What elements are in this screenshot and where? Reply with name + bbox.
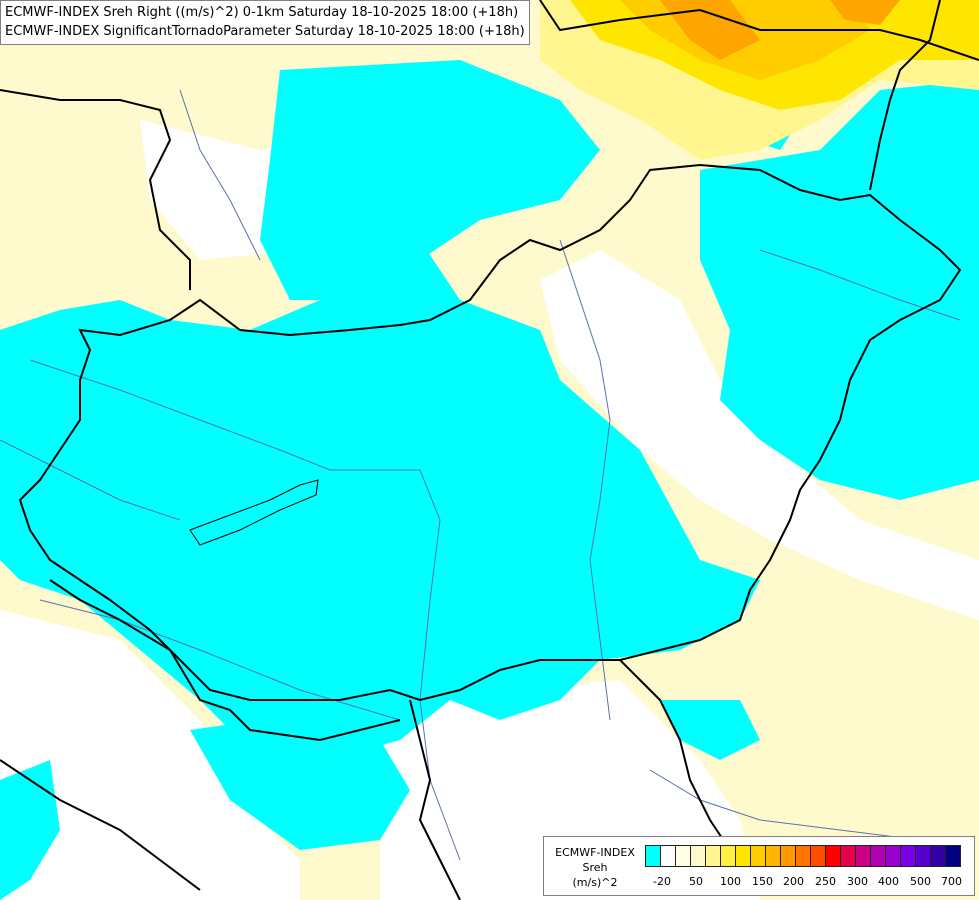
border-north-2	[539, 0, 979, 61]
legend-swatch	[735, 845, 751, 867]
orange-area-north	[660, 0, 760, 60]
river-tisza	[559, 239, 611, 721]
legend-ticks: -20 50 100 150 200 250 300 400 500 700	[645, 875, 975, 891]
legend-tick-label: 50	[689, 875, 703, 888]
legend-tick-label: 400	[878, 875, 899, 888]
legend-unit: (m/s)^2	[572, 876, 618, 889]
map-title-line-2: ECMWF-INDEX SignificantTornadoParameter …	[5, 24, 525, 39]
map-title-line-1: ECMWF-INDEX Sreh Right ((m/s)^2) 0-1km S…	[5, 5, 519, 20]
legend-tick-label: 300	[847, 875, 868, 888]
legend-swatch	[750, 845, 766, 867]
legend-swatch	[900, 845, 916, 867]
legend-tick-label: -20	[653, 875, 671, 888]
border-north	[0, 89, 191, 290]
border-west-south	[0, 759, 201, 891]
cyan-area-southwest	[190, 720, 410, 850]
legend-swatch	[720, 845, 736, 867]
legend-swatch	[885, 845, 901, 867]
legend-swatch	[855, 845, 871, 867]
legend-tick-label: 200	[783, 875, 804, 888]
map-title-box: ECMWF-INDEX Sreh Right ((m/s)^2) 0-1km S…	[0, 0, 530, 45]
border-northeast	[869, 0, 941, 191]
legend-title: ECMWF-INDEX	[555, 846, 635, 859]
legend-swatch	[930, 845, 946, 867]
lake-balaton	[189, 479, 319, 546]
legend-label: ECMWF-INDEX Sreh (m/s)^2	[548, 845, 642, 890]
cyan-area-west-spot	[0, 760, 60, 900]
border-southwest	[49, 579, 401, 742]
river-north	[179, 89, 261, 261]
legend-swatch	[765, 845, 781, 867]
legend-swatch	[810, 845, 826, 867]
legend-color-scale	[645, 845, 961, 867]
legend-swatch	[660, 845, 676, 867]
legend-swatch	[870, 845, 886, 867]
white-area-southwest	[0, 610, 300, 900]
river-west	[0, 439, 181, 521]
legend-swatch	[690, 845, 706, 867]
border-hungary	[18, 163, 962, 702]
border-south	[409, 699, 461, 900]
rivers	[0, 89, 961, 861]
cyan-area-main	[0, 240, 760, 760]
legend-swatch	[795, 845, 811, 867]
legend-swatch	[945, 845, 961, 867]
cyan-area-north	[260, 60, 600, 300]
legend-swatch	[705, 845, 721, 867]
legend-swatch	[675, 845, 691, 867]
legend-param: Sreh	[582, 861, 608, 874]
legend-swatch	[825, 845, 841, 867]
legend-swatch	[645, 845, 661, 867]
legend-tick-label: 500	[910, 875, 931, 888]
legend: ECMWF-INDEX Sreh (m/s)^2 -20 50 100 150 200 2…	[543, 836, 975, 896]
legend-swatch	[840, 845, 856, 867]
river-danube	[29, 359, 461, 861]
legend-tick-label: 150	[752, 875, 773, 888]
legend-swatch	[915, 845, 931, 867]
river-east	[759, 249, 961, 321]
river-southeast	[649, 769, 921, 841]
cyan-area-southeast-spot	[660, 700, 760, 760]
orange-area-north-right	[830, 0, 900, 25]
legend-tick-label: 100	[720, 875, 741, 888]
legend-swatch	[780, 845, 796, 867]
legend-tick-label: 250	[815, 875, 836, 888]
legend-tick-label: 700	[941, 875, 962, 888]
cyan-area-east	[700, 80, 979, 500]
